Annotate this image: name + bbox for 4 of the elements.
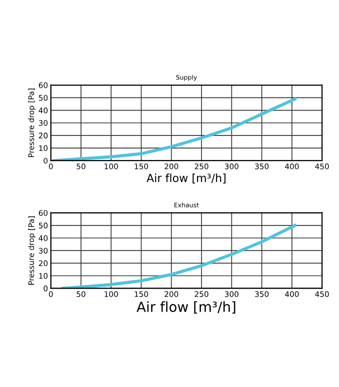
x-axis-title: Air flow [m³/h] [146,174,226,184]
line-series [52,97,296,161]
x-axis-title: Air flow [m³/h] [136,301,236,314]
line-series [61,224,296,288]
